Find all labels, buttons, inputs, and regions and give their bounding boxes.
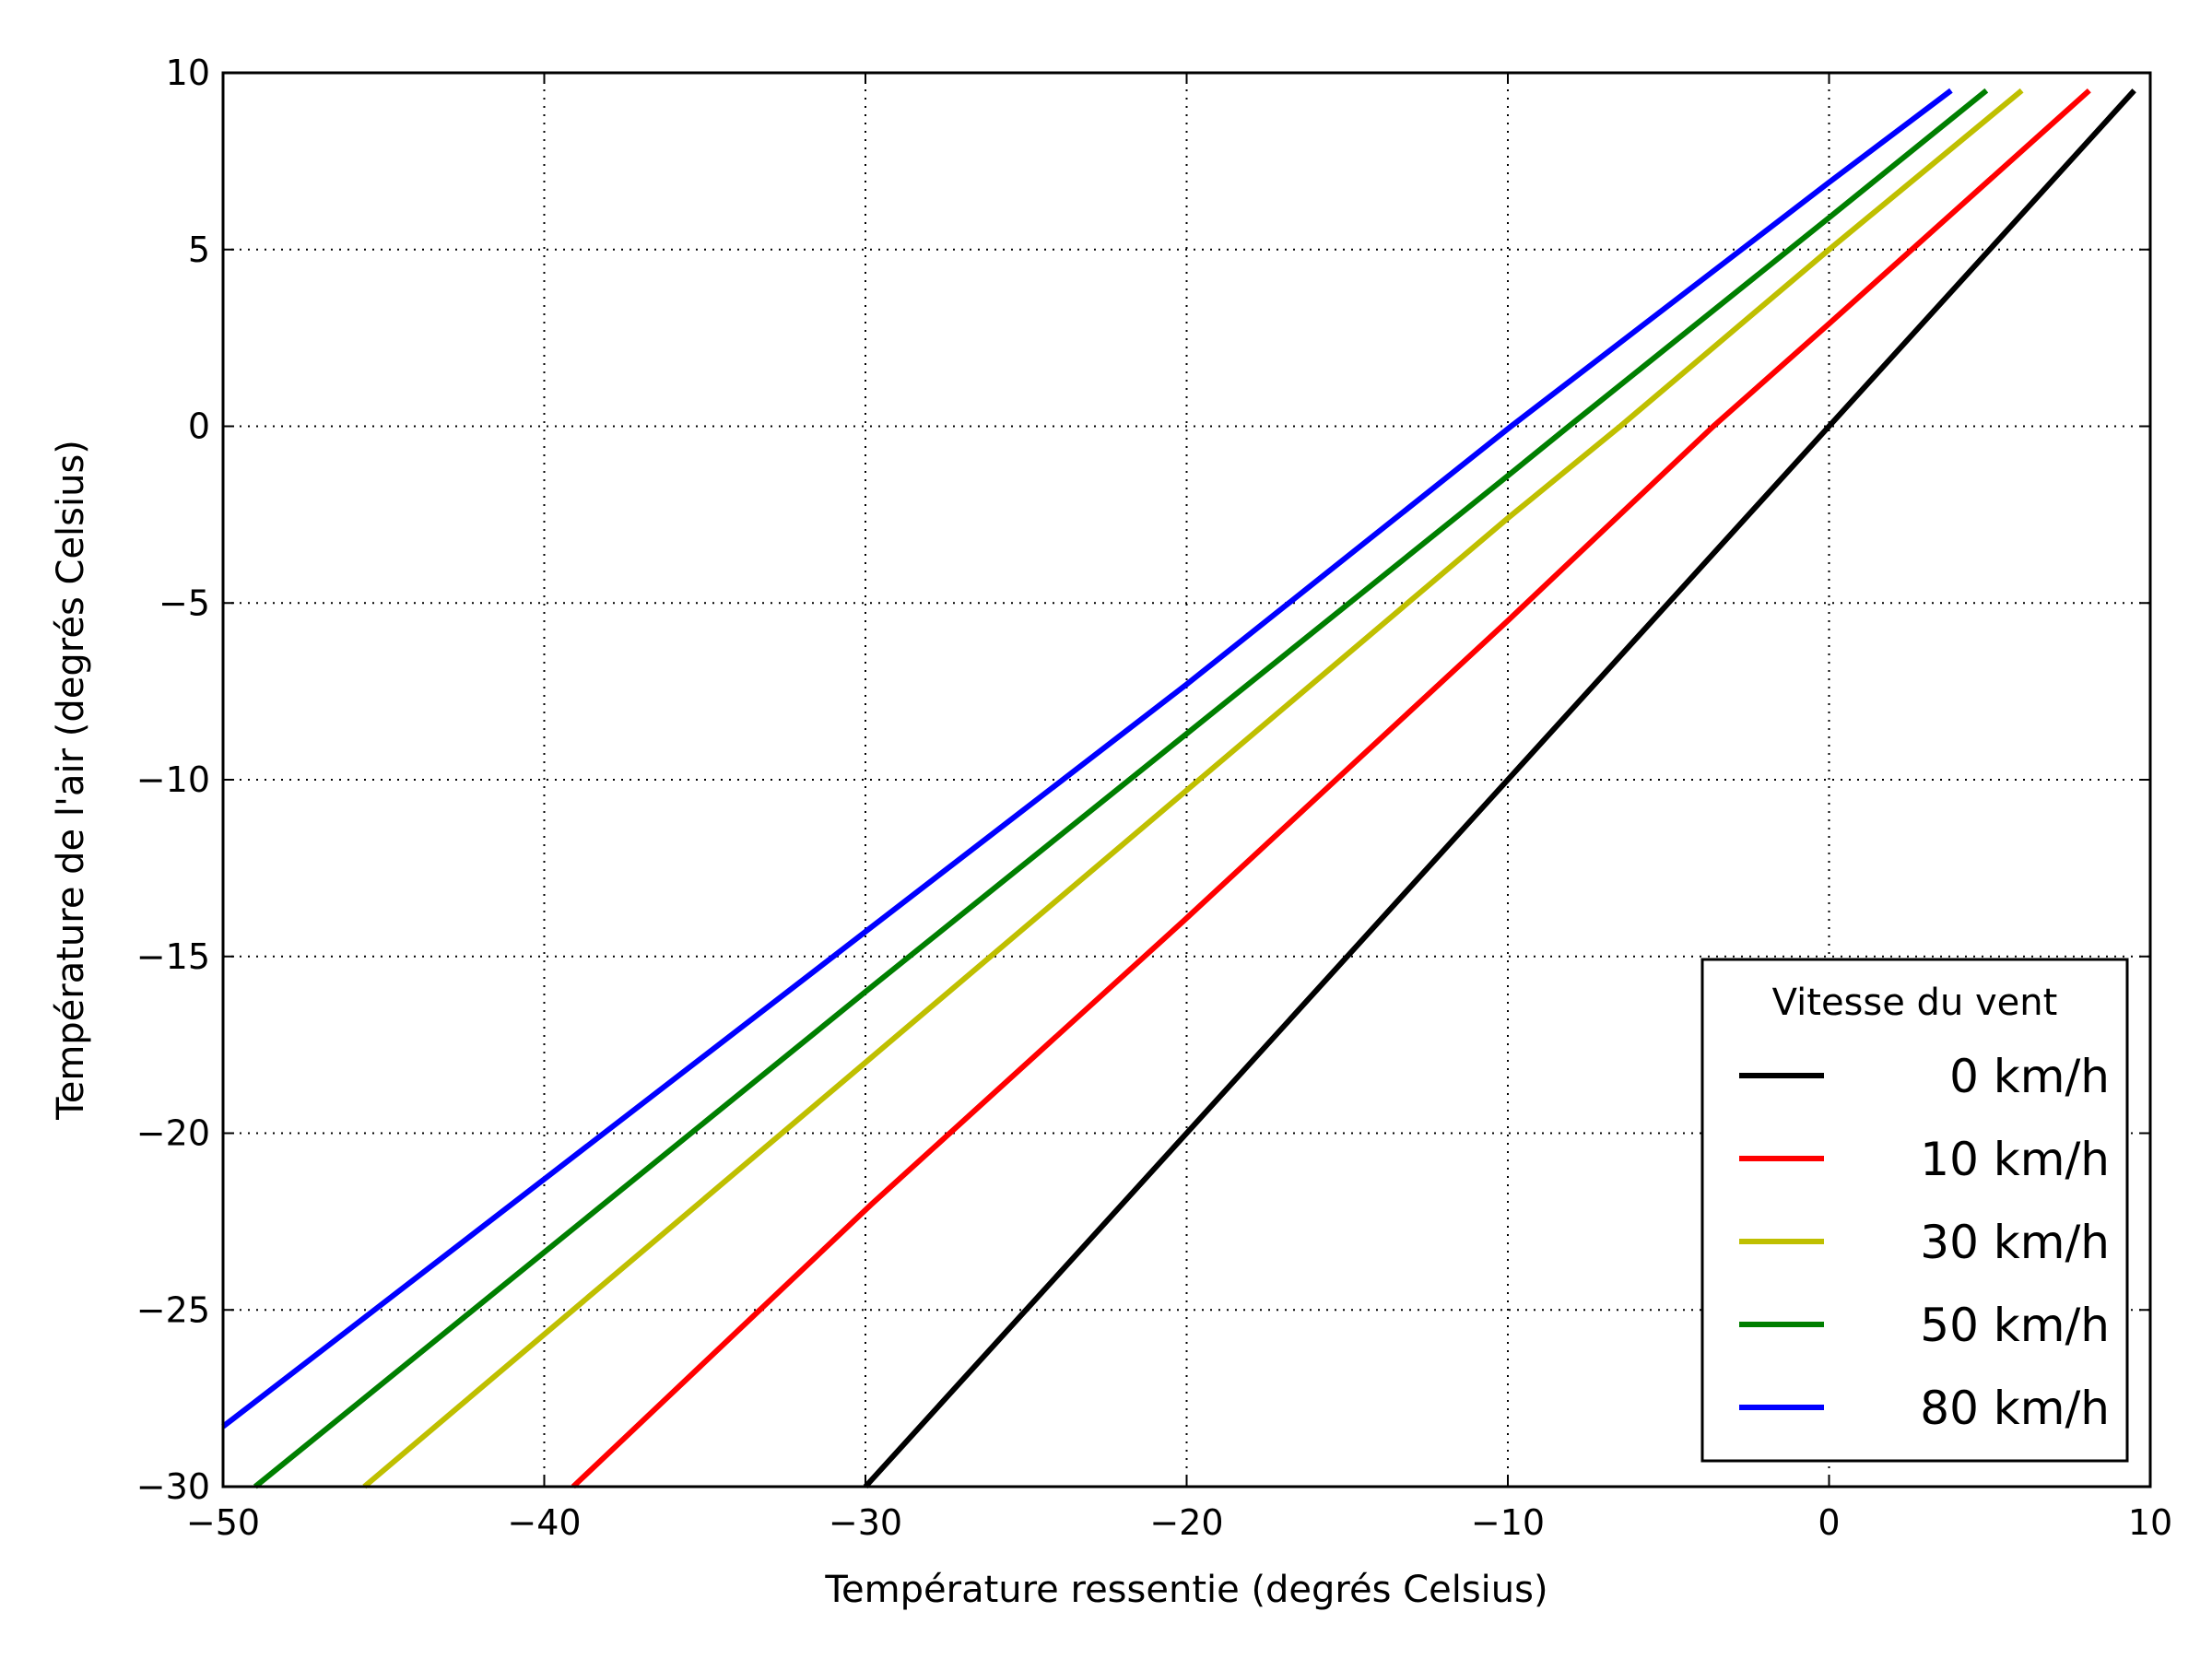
y-tick-label: −25 <box>136 1289 210 1330</box>
x-axis-label: Température ressentie (degrés Celsius) <box>824 1569 1547 1611</box>
series-lines <box>221 88 2136 1489</box>
legend-label-3: 50 km/h <box>1920 1299 2110 1352</box>
series-line-2 <box>362 88 2024 1489</box>
legend-label-4: 80 km/h <box>1920 1382 2110 1435</box>
y-tick-label: −15 <box>136 936 210 977</box>
series-line-4 <box>221 88 1953 1430</box>
legend-label-2: 30 km/h <box>1920 1216 2110 1269</box>
legend: Vitesse du vent 0 km/h 10 km/h 30 km/h 50 k… <box>1700 958 2129 1463</box>
x-tick-label: 10 <box>2128 1502 2172 1543</box>
legend-entries: 0 km/h 10 km/h 30 km/h 50 km/h 80 km/h <box>1739 1050 2110 1435</box>
y-tick-label: 5 <box>188 229 210 270</box>
series-line-3 <box>253 88 1989 1489</box>
x-tick-label: −20 <box>1149 1502 1223 1543</box>
y-tick-label: 0 <box>188 406 210 447</box>
x-tick-label: −50 <box>186 1502 260 1543</box>
legend-label-1: 10 km/h <box>1920 1133 2110 1186</box>
legend-box <box>1700 958 2129 1463</box>
axis-ticks <box>222 72 2151 1488</box>
x-tick-label: −10 <box>1471 1502 1545 1543</box>
x-tick-label: 0 <box>1818 1502 1840 1543</box>
y-tick-label: −30 <box>136 1466 210 1507</box>
y-tick-label: −10 <box>136 759 210 800</box>
legend-title: Vitesse du vent <box>1772 982 2058 1024</box>
series-line-0 <box>863 88 2136 1489</box>
y-axis-label: Température de l'air (degrés Celsius) <box>50 440 92 1121</box>
y-tick-label: −20 <box>136 1113 210 1154</box>
y-tick-label: −5 <box>159 582 210 623</box>
y-tick-label: 10 <box>166 53 210 93</box>
x-tick-label: −40 <box>507 1502 581 1543</box>
series-line-1 <box>571 88 2091 1489</box>
legend-label-0: 0 km/h <box>1949 1050 2110 1103</box>
x-tick-label: −30 <box>829 1502 902 1543</box>
